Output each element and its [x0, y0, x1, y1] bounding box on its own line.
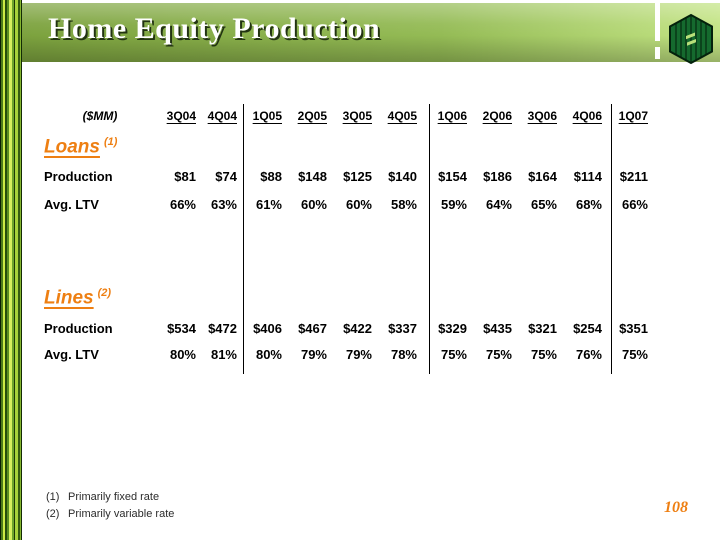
row-label: Production	[44, 169, 113, 184]
cell-value: 60%	[300, 197, 327, 212]
quarter-header-4q06: 4Q06	[572, 109, 602, 123]
cell-value: $329	[438, 321, 467, 336]
cell-value: $148	[298, 169, 327, 184]
cell-value: $472	[208, 321, 237, 336]
cell-value: 66%	[621, 197, 648, 212]
cell-value: 59%	[440, 197, 467, 212]
cell-value: 58%	[390, 197, 417, 212]
cell-value: 75%	[485, 347, 512, 362]
cell-value: $140	[388, 169, 417, 184]
cell-value: $321	[528, 321, 557, 336]
banner-dash-decoration	[655, 3, 660, 41]
row-label: Production	[44, 321, 113, 336]
quarter-header-3q04: 3Q04	[166, 109, 196, 123]
footnote-text: Primarily fixed rate	[68, 491, 160, 503]
footnotes: (1) Primarily fixed rate (2) Primarily var…	[46, 489, 174, 523]
loans-avg-ltv-row: Avg. LTV 66% 63% 61% 60% 60% 58% 59% 64%…	[44, 197, 648, 212]
cell-value: 79%	[300, 347, 327, 362]
table-header-row: ($MM) 3Q04 4Q04 1Q05 2Q05 3Q05 4Q05 1Q06…	[44, 109, 648, 123]
cell-value: 64%	[485, 197, 512, 212]
row-label: Avg. LTV	[44, 197, 99, 212]
cell-value: $351	[619, 321, 648, 336]
cell-value: 68%	[575, 197, 602, 212]
row-label: Avg. LTV	[44, 347, 99, 362]
section-title-lines: Lines (2)	[44, 287, 112, 309]
cell-value: 65%	[530, 197, 557, 212]
cell-value: $154	[438, 169, 467, 184]
cell-value: 81%	[210, 347, 237, 362]
quarter-header-1q06: 1Q06	[437, 109, 467, 123]
cell-value: $534	[167, 321, 196, 336]
quarter-header-1q07: 1Q07	[618, 109, 648, 123]
table-divider	[611, 104, 612, 374]
cell-value: $114	[573, 169, 602, 184]
section-title-loans: Loans (1)	[44, 136, 118, 158]
cell-value: $406	[253, 321, 282, 336]
quarter-header-3q05: 3Q05	[342, 109, 372, 123]
quarter-header-4q05: 4Q05	[387, 109, 417, 123]
footnote-ref: (1)	[46, 491, 60, 503]
cell-value: $467	[298, 321, 327, 336]
cell-value: $254	[573, 321, 602, 336]
slide-title: Home Equity Production	[48, 12, 381, 45]
page-number: 108	[664, 499, 688, 516]
cell-value: 75%	[530, 347, 557, 362]
cell-value: $74	[215, 169, 237, 184]
cell-value: 79%	[345, 347, 372, 362]
cell-value: 80%	[169, 347, 196, 362]
quarter-header-2q06: 2Q06	[482, 109, 512, 123]
cell-value: $422	[343, 321, 372, 336]
lines-avg-ltv-row: Avg. LTV 80% 81% 80% 79% 79% 78% 75% 75%…	[44, 347, 648, 362]
footnote-2: (2) Primarily variable rate	[46, 506, 174, 523]
loans-production-row: Production $81 $74 $88 $148 $125 $140 $1…	[44, 169, 648, 184]
lines-production-row: Production $534 $472 $406 $467 $422 $337…	[44, 321, 648, 336]
cell-value: $186	[483, 169, 512, 184]
quarter-header-3q06: 3Q06	[527, 109, 557, 123]
footnote-text: Primarily variable rate	[68, 508, 175, 520]
cell-value: $164	[528, 169, 557, 184]
cell-value: 66%	[169, 197, 196, 212]
cell-value: $211	[619, 169, 648, 184]
cell-value: 75%	[621, 347, 648, 362]
huntington-hexagon-logo-icon	[669, 13, 713, 65]
quarter-header-1q05: 1Q05	[252, 109, 282, 123]
cell-value: 61%	[255, 197, 282, 212]
cell-value: $125	[343, 169, 372, 184]
cell-value: $81	[174, 169, 196, 184]
cell-value: $337	[388, 321, 417, 336]
cell-value: $435	[483, 321, 512, 336]
cell-value: 78%	[390, 347, 417, 362]
unit-label: ($MM)	[82, 109, 118, 123]
quarter-header-4q04: 4Q04	[207, 109, 237, 123]
title-banner: Home Equity Production	[22, 3, 720, 65]
footnote-1: (1) Primarily fixed rate	[46, 489, 174, 506]
banner-dash-decoration	[655, 47, 660, 59]
cell-value: 63%	[210, 197, 237, 212]
quarter-header-2q05: 2Q05	[297, 109, 327, 123]
cell-value: $88	[260, 169, 282, 184]
table-divider	[429, 104, 430, 374]
cell-value: 60%	[345, 197, 372, 212]
footnote-reference: (2)	[97, 287, 112, 299]
cell-value: 75%	[440, 347, 467, 362]
table-divider	[243, 104, 244, 374]
cell-value: 76%	[575, 347, 602, 362]
footnote-reference: (1)	[103, 136, 118, 148]
cell-value: 80%	[255, 347, 282, 362]
left-stripe-decoration	[0, 0, 22, 540]
footnote-ref: (2)	[46, 508, 60, 520]
